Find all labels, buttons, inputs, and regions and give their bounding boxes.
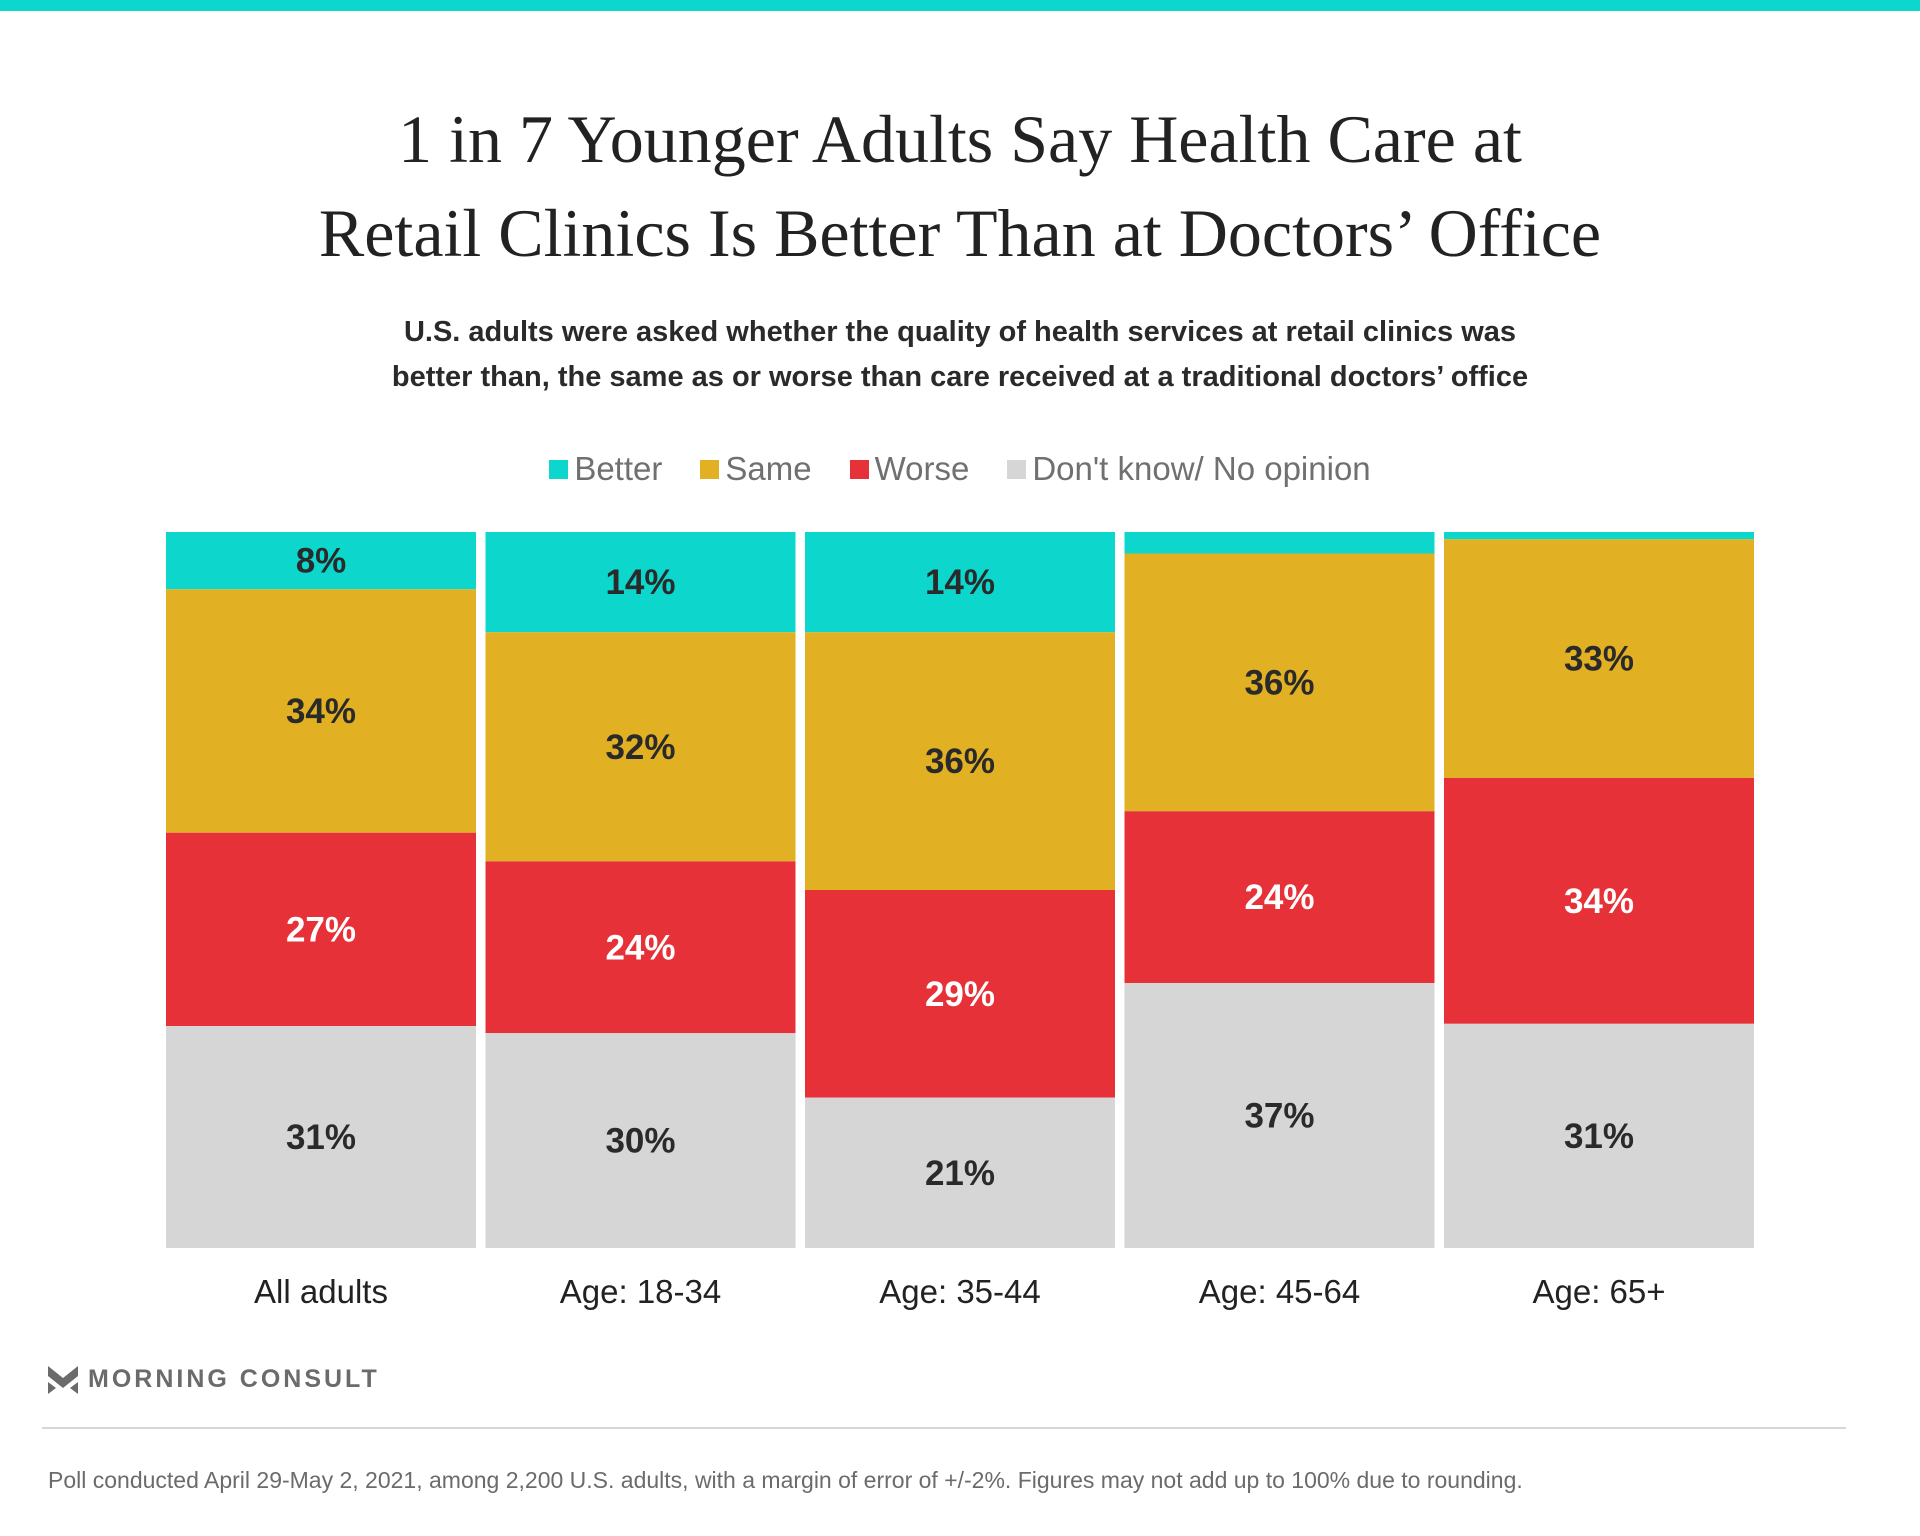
data-label: 33% [1564, 640, 1634, 679]
data-label: 31% [1564, 1117, 1634, 1156]
data-label: 27% [286, 910, 356, 949]
data-label: 34% [286, 692, 356, 731]
data-label: 8% [296, 542, 347, 581]
data-label: 36% [1244, 663, 1314, 702]
data-label: 14% [925, 563, 995, 602]
data-label: 14% [605, 563, 675, 602]
data-label: 36% [925, 742, 995, 781]
x-tick-label: Age: 65+ [1532, 1273, 1665, 1310]
data-label: 30% [605, 1122, 675, 1161]
x-tick-label: Age: 18-34 [560, 1273, 721, 1310]
data-label: 21% [925, 1154, 995, 1193]
footnote: Poll conducted April 29-May 2, 2021, amo… [48, 1467, 1523, 1494]
x-tick-label: All adults [254, 1273, 388, 1310]
data-label: 37% [1244, 1097, 1314, 1136]
bar-segment-better [1125, 532, 1435, 553]
data-label: 34% [1564, 882, 1634, 921]
data-label: 24% [605, 928, 675, 967]
footer-divider [42, 1427, 1846, 1429]
morning-consult-chevron-icon [48, 1366, 78, 1394]
brand-name: MORNING CONSULT [88, 1365, 380, 1394]
x-tick-label: Age: 45-64 [1199, 1273, 1360, 1310]
data-label: 32% [605, 728, 675, 767]
data-label: 29% [925, 975, 995, 1014]
stacked-bar-chart: 8% 34% 27% 31% All adults 14% 32% 24% 30% Age: 18… [0, 0, 1920, 1536]
bar-segment-better [1444, 532, 1754, 539]
data-label: 24% [1244, 878, 1314, 917]
x-tick-label: Age: 35-44 [879, 1273, 1040, 1310]
brand-logo: MORNING CONSULT [48, 1365, 380, 1394]
data-label: 31% [286, 1118, 356, 1157]
